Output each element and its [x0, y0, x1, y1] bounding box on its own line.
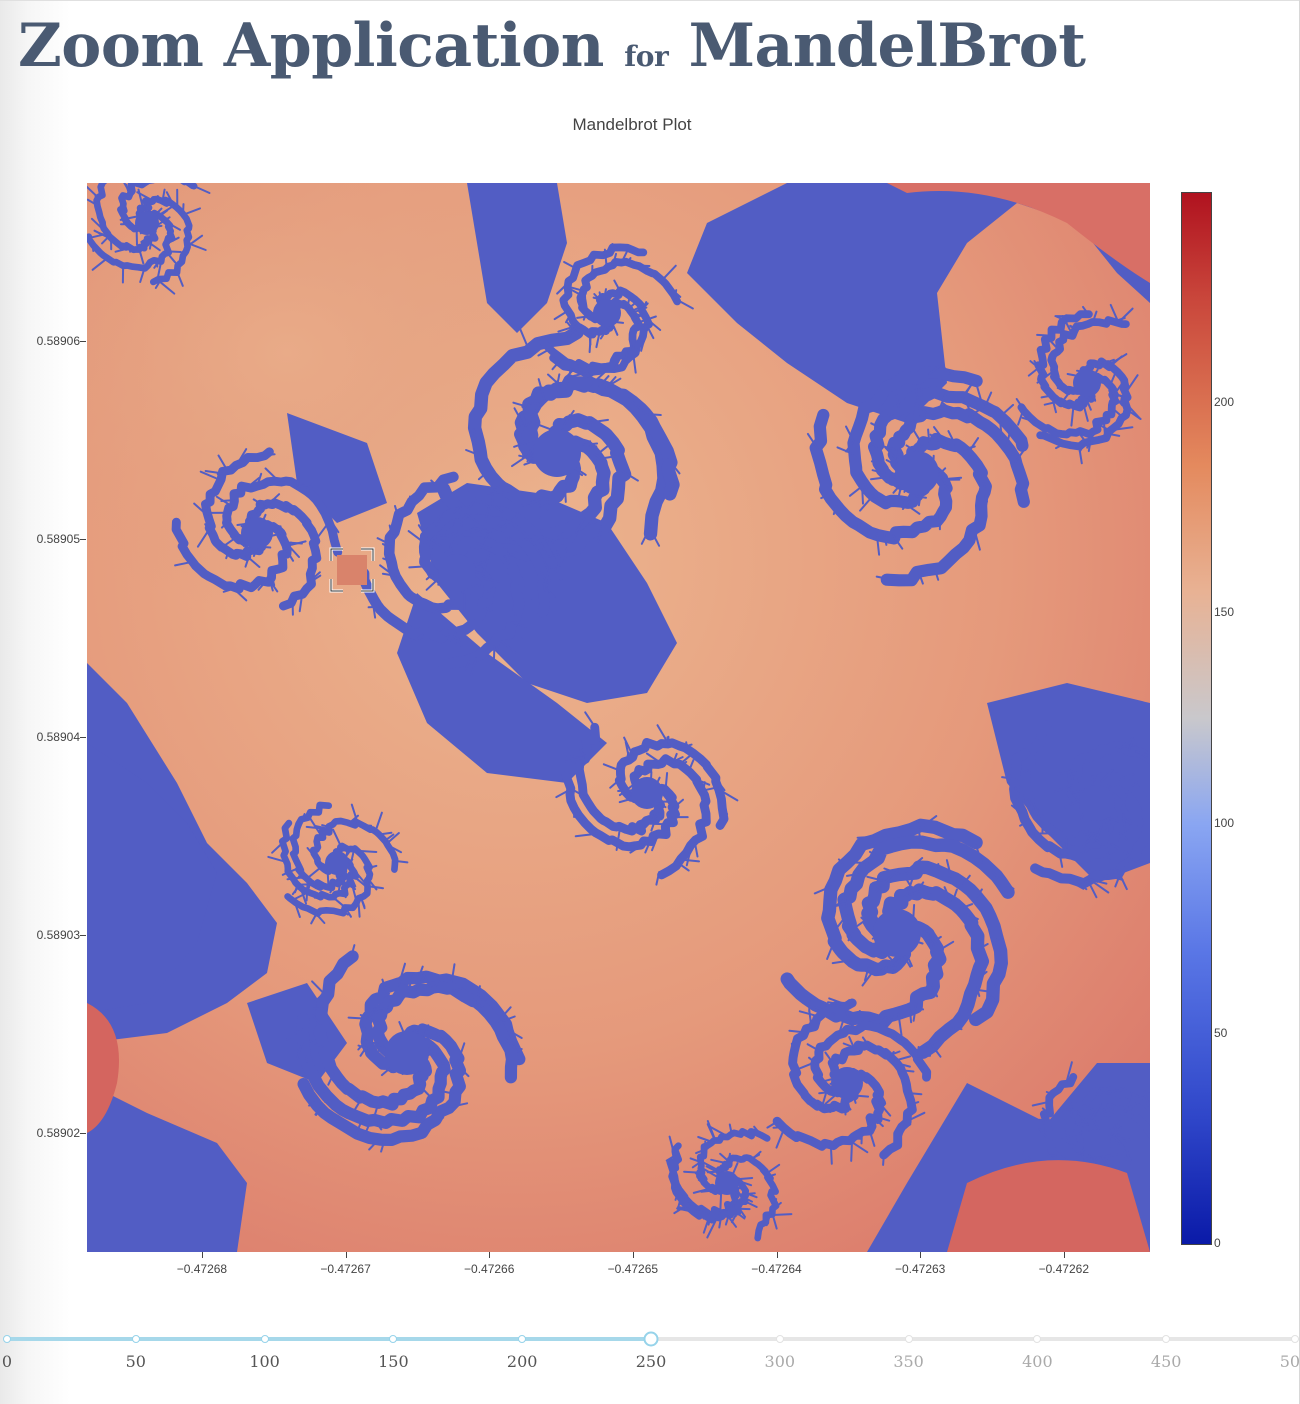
y-tick-mark [80, 341, 86, 343]
x-tick-mark [776, 1252, 778, 1258]
slider-dot[interactable] [518, 1335, 527, 1343]
slider-mark-label[interactable]: 300 [764, 1352, 796, 1371]
y-tick-label: 0.58904 [36, 730, 80, 745]
y-tick-label: 0.58906 [36, 334, 80, 349]
fractal-layer [87, 183, 1150, 1252]
zoom-slider-handle[interactable] [643, 1331, 659, 1347]
x-tick-mark [1063, 1252, 1065, 1258]
x-tick-label: −0.47265 [607, 1262, 659, 1276]
page-title-connector: for [624, 40, 669, 73]
colorbar-tick-label: 50 [1214, 1025, 1228, 1040]
slider-mark-label[interactable]: 350 [893, 1352, 924, 1371]
x-tick-label: −0.47266 [464, 1262, 515, 1276]
y-tick-mark [80, 935, 86, 937]
x-tick-mark [920, 1252, 922, 1258]
slider-dot[interactable] [389, 1335, 398, 1343]
slider-mark-label[interactable]: 250 [635, 1352, 667, 1371]
slider-mark-label[interactable]: 450 [1150, 1352, 1182, 1371]
slider-dot[interactable] [3, 1335, 11, 1343]
slider-mark-label[interactable]: 500 [1279, 1352, 1300, 1371]
page-title-main: Zoom Application [18, 11, 604, 81]
page-title: Zoom Application for MandelBrot [18, 8, 1086, 95]
slider-mark-label[interactable]: 150 [378, 1352, 409, 1371]
x-tick-mark [201, 1252, 203, 1258]
slider-dot[interactable] [260, 1335, 269, 1343]
slider-dot[interactable] [904, 1335, 913, 1343]
y-tick-label: 0.58902 [36, 1126, 80, 1141]
colorbar-tick-label: 100 [1214, 815, 1235, 830]
colorbar-tick-label: 0 [1214, 1236, 1221, 1250]
colorbar [1181, 192, 1212, 1245]
slider-mark-label[interactable]: 0 [1, 1352, 13, 1371]
y-tick-mark [80, 539, 86, 541]
y-tick-label: 0.58903 [36, 928, 80, 943]
x-tick-label: −0.47268 [176, 1262, 228, 1276]
slider-dot[interactable] [1291, 1335, 1299, 1343]
slider-dot[interactable] [131, 1335, 140, 1343]
heatmap-plot-area[interactable] [87, 183, 1150, 1252]
colorbar-tick-label: 200 [1214, 395, 1235, 410]
slider-mark-label[interactable]: 100 [249, 1352, 280, 1371]
zoom-slider-track[interactable] [7, 1337, 651, 1341]
x-tick-label: −0.47262 [1038, 1262, 1089, 1276]
x-tick-mark [345, 1252, 347, 1258]
y-tick-label: 0.58905 [36, 532, 80, 547]
x-tick-mark [489, 1252, 491, 1258]
x-tick-mark [632, 1252, 634, 1258]
y-tick-mark [80, 737, 86, 739]
slider-dot[interactable] [1162, 1335, 1171, 1343]
x-tick-label: −0.47264 [751, 1262, 802, 1276]
slider-dot[interactable] [775, 1335, 784, 1343]
slider-mark-label[interactable]: 200 [506, 1352, 538, 1371]
x-tick-label: −0.47267 [320, 1262, 371, 1276]
mandelbrot-heatmap[interactable] [87, 183, 1150, 1252]
plot-title: Mandelbrot Plot [572, 115, 692, 134]
y-tick-mark [80, 1133, 86, 1135]
slider-dot[interactable] [1033, 1335, 1042, 1343]
page-left-shadow [0, 0, 70, 1404]
slider-mark-label[interactable]: 400 [1022, 1352, 1053, 1371]
page-top-border [0, 0, 1300, 1]
zoom-target-marker [329, 547, 375, 593]
slider-mark-label[interactable]: 50 [125, 1352, 146, 1371]
colorbar-tick-label: 150 [1214, 605, 1235, 620]
x-tick-label: −0.47263 [894, 1262, 946, 1276]
page-title-subject: MandelBrot [688, 11, 1086, 81]
